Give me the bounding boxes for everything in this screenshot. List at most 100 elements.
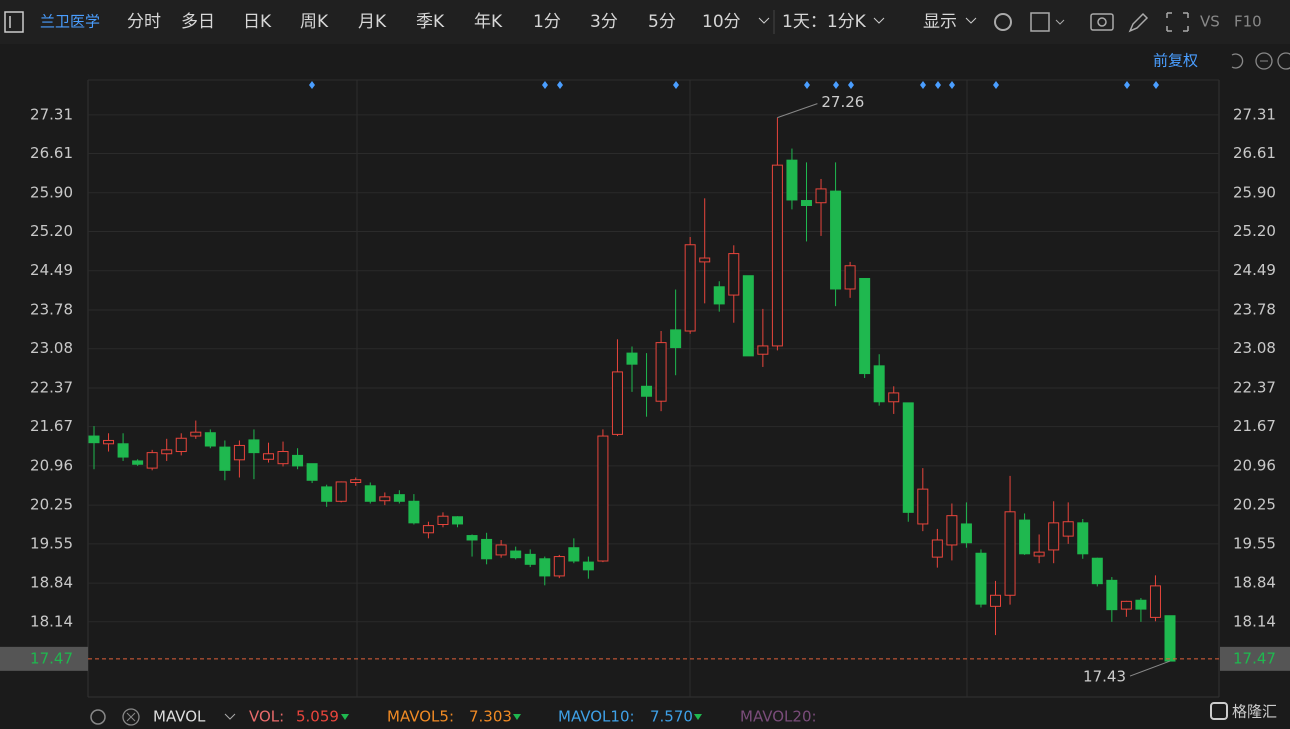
max-pointer: [777, 103, 818, 119]
event-marker[interactable]: [804, 81, 810, 89]
candle-body: [699, 257, 711, 263]
candle-body: [452, 516, 464, 525]
event-marker[interactable]: [673, 81, 679, 89]
candle-body: [161, 449, 173, 455]
candle-body: [175, 437, 187, 453]
chevron: [1055, 19, 1065, 25]
event-marker[interactable]: [1153, 81, 1159, 89]
candle-body: [219, 446, 231, 471]
y-tick-label-right: 20.96: [1233, 456, 1276, 474]
camera-icon[interactable]: [1090, 13, 1114, 31]
y-tick-label-right: 23.78: [1233, 300, 1276, 318]
fullscreen-icon[interactable]: [1166, 12, 1189, 32]
candle-body: [146, 452, 158, 469]
tab[interactable]: 月K: [358, 12, 387, 32]
layout-icon[interactable]: [1030, 12, 1050, 32]
settings-icon[interactable]: [994, 13, 1012, 31]
mavol5-label: MAVOL5:: [387, 708, 454, 726]
candle-body: [466, 535, 478, 541]
tabs: 分时 多日 日K 周K 月K 季K 年K 1分 3分 5分 10分: [127, 12, 741, 32]
event-marker[interactable]: [949, 81, 955, 89]
tab[interactable]: 日K: [243, 12, 272, 32]
vs-button[interactable]: VS: [1200, 13, 1220, 31]
sidebar-toggle[interactable]: [4, 11, 24, 33]
event-marker[interactable]: [993, 81, 999, 89]
tab[interactable]: 多日: [181, 12, 215, 32]
y-tick-label: 18.14: [30, 612, 73, 630]
candle-body: [1120, 600, 1132, 610]
vol-value: 5.059: [296, 708, 339, 726]
y-tick-label-right: 19.55: [1233, 534, 1276, 552]
display-button[interactable]: 显示: [923, 12, 957, 32]
candle-body: [1033, 551, 1045, 557]
zoom-in-icon[interactable]: [1277, 52, 1290, 70]
y-tick-label: 18.84: [30, 574, 73, 592]
candle-body: [437, 515, 449, 526]
y-tick-label: 23.08: [30, 339, 73, 357]
candle-body: [292, 454, 304, 467]
tab[interactable]: 3分: [590, 12, 618, 32]
tab[interactable]: 1分: [533, 12, 561, 32]
draw-icon[interactable]: [1128, 12, 1149, 33]
candle-body: [1091, 557, 1103, 585]
zoom-out-icon[interactable]: [1255, 52, 1273, 70]
candle-body: [364, 485, 376, 502]
candle-body: [859, 277, 871, 375]
indicator-name[interactable]: MAVOL: [153, 708, 206, 726]
candle-body: [1149, 585, 1161, 618]
reset-icon[interactable]: [1231, 53, 1244, 69]
y-tick-label-right: 18.84: [1233, 574, 1276, 592]
mavol10-value: 7.570: [650, 708, 693, 726]
grid: 27.31 27.31 26.61 26.61 25.90 25.90 25.20 25.20…: [30, 105, 1276, 630]
f10-button[interactable]: F10: [1234, 13, 1262, 31]
tab[interactable]: 周K: [300, 12, 329, 32]
tab[interactable]: 季K: [416, 12, 445, 32]
event-marker[interactable]: [557, 81, 563, 89]
y-tick-label-right: 27.31: [1233, 105, 1276, 123]
candle-body: [670, 329, 682, 349]
candle-body: [641, 385, 653, 397]
candle-body: [117, 443, 129, 458]
candle-body: [684, 244, 696, 332]
event-marker[interactable]: [833, 81, 839, 89]
y-tick-label-right: 20.25: [1233, 496, 1276, 514]
candle-body: [1048, 522, 1060, 551]
last-price-box: [0, 646, 88, 671]
icon-line: [126, 712, 136, 722]
last-price-box: [1220, 646, 1290, 671]
candle-body: [510, 550, 522, 559]
y-tick-label: 19.55: [30, 534, 73, 552]
candle-body: [204, 432, 216, 447]
event-marker[interactable]: [1124, 81, 1130, 89]
candle-body: [248, 439, 260, 454]
tab[interactable]: 5分: [648, 12, 676, 32]
candle-body: [422, 525, 434, 534]
close-icon[interactable]: [122, 708, 140, 726]
period-select[interactable]: 1天：1分K: [782, 12, 867, 32]
candle-body: [350, 479, 362, 483]
logo-icon: [1210, 702, 1228, 720]
candle-body: [815, 188, 827, 204]
down-arrow: [694, 714, 702, 720]
logo: 格隆汇: [1232, 703, 1277, 721]
tab[interactable]: 分时: [127, 12, 161, 32]
y-tick-label: 23.78: [30, 300, 73, 318]
event-marker[interactable]: [920, 81, 926, 89]
candle-body: [1004, 511, 1016, 596]
event-marker[interactable]: [309, 81, 315, 89]
event-marker[interactable]: [542, 81, 548, 89]
tab[interactable]: 10分: [702, 12, 741, 32]
stock-name[interactable]: 兰卫医学: [40, 13, 100, 31]
settings-icon[interactable]: [90, 709, 106, 725]
indicator-bar: MAVOL VOL: 5.059 MAVOL5: 7.303 MAVOL10: …: [90, 702, 1277, 726]
candle-body: [582, 561, 594, 571]
y-tick-label-right: 18.14: [1233, 612, 1276, 630]
event-marker[interactable]: [848, 81, 854, 89]
chevron: [965, 17, 977, 24]
adjust-button[interactable]: 前复权: [1153, 52, 1198, 70]
candle-body: [408, 500, 420, 524]
tab[interactable]: 年K: [474, 12, 503, 32]
event-marker[interactable]: [935, 81, 941, 89]
candle-body: [960, 523, 972, 544]
down-arrow: [341, 714, 349, 720]
